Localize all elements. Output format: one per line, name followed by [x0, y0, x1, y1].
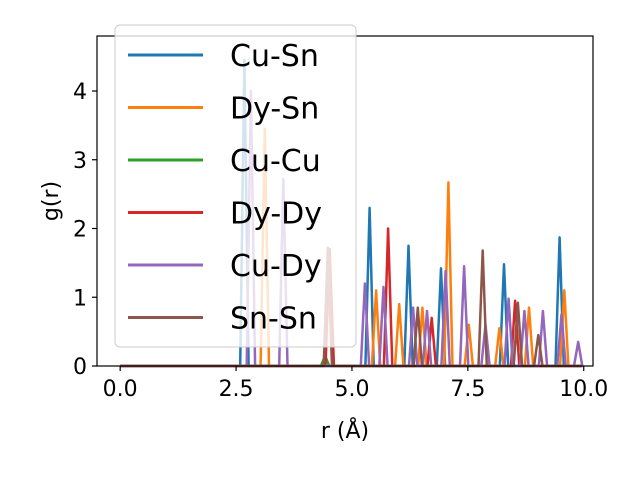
x-tick-label: 10.0 [559, 377, 608, 402]
x-tick-label: 7.5 [450, 377, 485, 402]
legend-entry-sn-sn: Sn-Sn [230, 302, 317, 337]
y-tick-label: 4 [73, 80, 87, 105]
legend-entry-cu-dy: Cu-Dy [230, 249, 322, 284]
x-axis-label: r (Å) [321, 417, 369, 444]
legend-entry-cu-sn: Cu-Sn [230, 39, 319, 74]
legend-entry-dy-sn: Dy-Sn [230, 92, 319, 127]
series-line-dy-sn [120, 127, 582, 368]
legend: Cu-Sn Dy-Sn Cu-Cu Dy-Dy Cu-Dy Sn-Sn [114, 24, 357, 348]
y-tick-label: 1 [73, 286, 87, 311]
x-tick-label: 0.0 [103, 377, 138, 402]
legend-entry-cu-cu: Cu-Cu [230, 144, 321, 179]
y-tick-label: 0 [73, 355, 87, 380]
x-axis-ticks: 0.0 2.5 5.0 7.5 10.0 [103, 366, 608, 402]
y-tick-label: 3 [73, 149, 87, 174]
x-tick-label: 5.0 [334, 377, 369, 402]
y-axis-ticks: 0 1 2 3 4 [73, 80, 97, 380]
y-tick-label: 2 [73, 218, 87, 243]
x-tick-label: 2.5 [219, 377, 254, 402]
y-axis-label: g(r) [39, 181, 64, 221]
legend-entry-dy-dy: Dy-Dy [230, 197, 322, 232]
